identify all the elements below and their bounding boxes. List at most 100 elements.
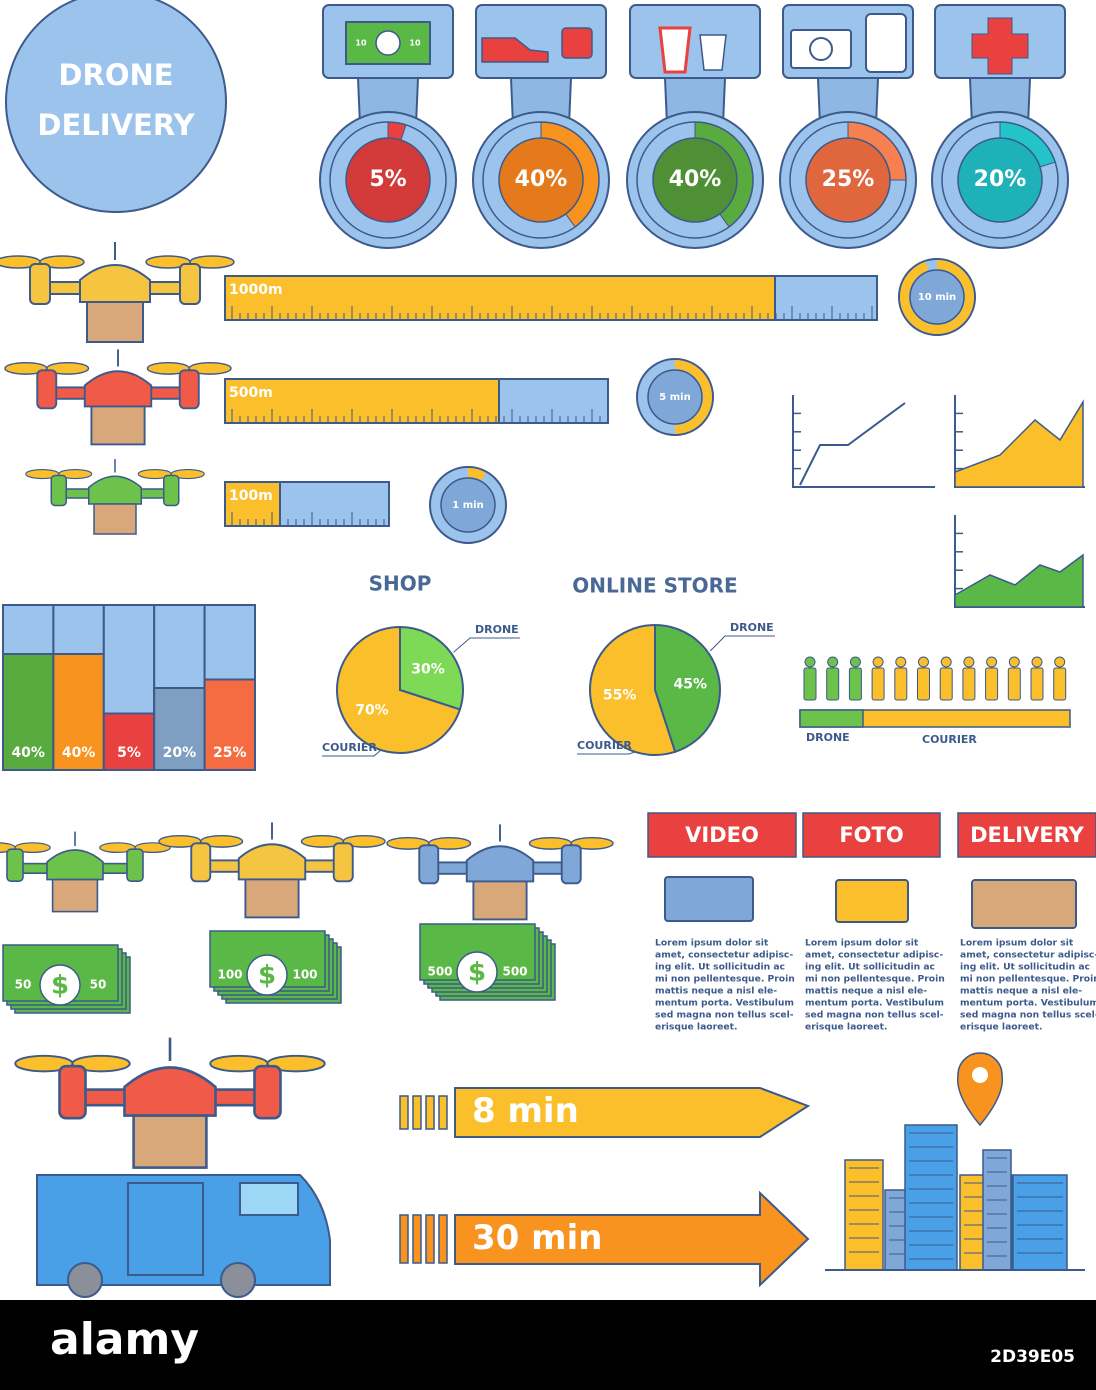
clock-fill bbox=[468, 468, 486, 481]
card-text: mattis neque a nisl ele- bbox=[655, 986, 777, 997]
mini-axis bbox=[792, 395, 935, 488]
card-header bbox=[802, 812, 941, 858]
person-head bbox=[918, 656, 929, 668]
footer-bar bbox=[0, 1300, 1096, 1390]
truck-wheel bbox=[67, 1262, 103, 1298]
truck-window bbox=[239, 1182, 299, 1216]
drone-motor bbox=[29, 263, 51, 305]
drone-body bbox=[123, 1066, 217, 1117]
card-text: Lorem ipsum dolor sit bbox=[805, 938, 919, 949]
bill-value: 50 bbox=[90, 978, 107, 992]
bill-label: 10 bbox=[355, 39, 367, 48]
person-body bbox=[803, 667, 817, 701]
card-text: amet, consectetur adipisc- bbox=[960, 950, 1096, 961]
drone-motor bbox=[58, 1064, 87, 1120]
card-title: VIDEO bbox=[685, 823, 759, 847]
pie-legend: COURIER bbox=[322, 741, 377, 754]
card-text: amet, consectetur adipisc- bbox=[805, 950, 943, 961]
mini-area bbox=[954, 399, 1084, 488]
bar-label: 25% bbox=[213, 745, 247, 761]
drone-motor bbox=[50, 474, 67, 507]
person-body bbox=[962, 667, 976, 701]
bill-value: 500 bbox=[427, 965, 452, 979]
distance-label: 500m bbox=[229, 385, 273, 401]
drone bbox=[4, 349, 232, 446]
card-text: Lorem ipsum dolor sit bbox=[655, 938, 769, 949]
card-text: ing elit. Ut sollicitudin ac bbox=[655, 962, 785, 973]
pie-slice bbox=[336, 625, 462, 754]
person-body bbox=[848, 667, 862, 701]
pie-slice bbox=[399, 625, 464, 711]
drone-propeller bbox=[570, 836, 614, 850]
drone-body bbox=[237, 843, 307, 881]
drone-propeller bbox=[14, 842, 51, 853]
arrow-stripe bbox=[425, 1095, 435, 1130]
distance-fill bbox=[224, 378, 500, 424]
drone-motor bbox=[253, 1064, 282, 1120]
person-body bbox=[917, 667, 930, 701]
bar bbox=[102, 712, 156, 771]
building bbox=[844, 1159, 884, 1271]
drone-motor bbox=[190, 842, 212, 883]
donut-center bbox=[498, 137, 584, 223]
donut-ring-edge bbox=[941, 121, 1059, 239]
drone-motor bbox=[418, 844, 440, 885]
bill-coin bbox=[456, 951, 498, 993]
pie-slice bbox=[589, 623, 677, 756]
person-head bbox=[895, 656, 907, 668]
drone-propeller bbox=[200, 834, 244, 848]
card-text: erisque laoreet. bbox=[655, 1022, 737, 1033]
arrow-stripe bbox=[438, 1214, 448, 1264]
pie-legend: COURIER bbox=[577, 739, 632, 752]
donut-label: 25% bbox=[822, 167, 875, 192]
bar-label: 40% bbox=[11, 745, 45, 761]
donut-ring-edge bbox=[329, 121, 447, 239]
drone-box bbox=[132, 1114, 208, 1169]
drone-body bbox=[79, 264, 151, 303]
donut-center bbox=[805, 137, 891, 223]
leader bbox=[453, 637, 520, 653]
person-head bbox=[849, 656, 861, 668]
pie-slice bbox=[654, 623, 721, 754]
card-text: sed magna non tellus scel- bbox=[960, 1010, 1096, 1021]
people-bar-drone bbox=[799, 709, 864, 728]
distance-fill bbox=[224, 481, 281, 527]
card-icon bbox=[835, 879, 909, 923]
card-text: mi non pellentesque. Proin bbox=[655, 974, 795, 985]
mini-area bbox=[954, 553, 1084, 608]
person-head bbox=[872, 656, 884, 668]
card-text: ing elit. Ut sollicitudin ac bbox=[960, 962, 1090, 973]
card-icon bbox=[664, 876, 754, 922]
person-head bbox=[1031, 656, 1043, 668]
drone-propeller bbox=[266, 1054, 326, 1073]
drone bbox=[158, 822, 386, 919]
donut-center bbox=[957, 137, 1043, 223]
bill-coin bbox=[375, 30, 401, 56]
donut-center bbox=[652, 137, 738, 223]
shoe-icon bbox=[561, 27, 593, 59]
drone-body bbox=[88, 475, 142, 505]
person-head bbox=[986, 656, 998, 668]
drone bbox=[0, 831, 171, 913]
drone-propeller bbox=[39, 255, 85, 269]
drone-motor bbox=[126, 848, 144, 883]
card-text: sed magna non tellus scel- bbox=[805, 1010, 944, 1021]
bill-coin bbox=[246, 954, 288, 996]
truck-wheel bbox=[220, 1262, 256, 1298]
drone-propeller bbox=[428, 836, 472, 850]
distance-fill bbox=[224, 275, 776, 321]
arrow-stripe bbox=[412, 1095, 422, 1130]
drone-box bbox=[93, 503, 137, 535]
drone bbox=[14, 1037, 326, 1169]
truck-door bbox=[127, 1182, 204, 1276]
donut-label: 5% bbox=[369, 167, 406, 192]
bill-dollar: $ bbox=[468, 958, 486, 988]
person-body bbox=[871, 667, 885, 701]
bill-value: 500 bbox=[502, 965, 527, 979]
pie-title: ONLINE STORE bbox=[572, 574, 737, 598]
popcorn-icon bbox=[658, 26, 692, 74]
drone-motor bbox=[6, 848, 24, 883]
card-title: FOTO bbox=[839, 823, 903, 847]
pie-title: SHOP bbox=[369, 572, 432, 596]
